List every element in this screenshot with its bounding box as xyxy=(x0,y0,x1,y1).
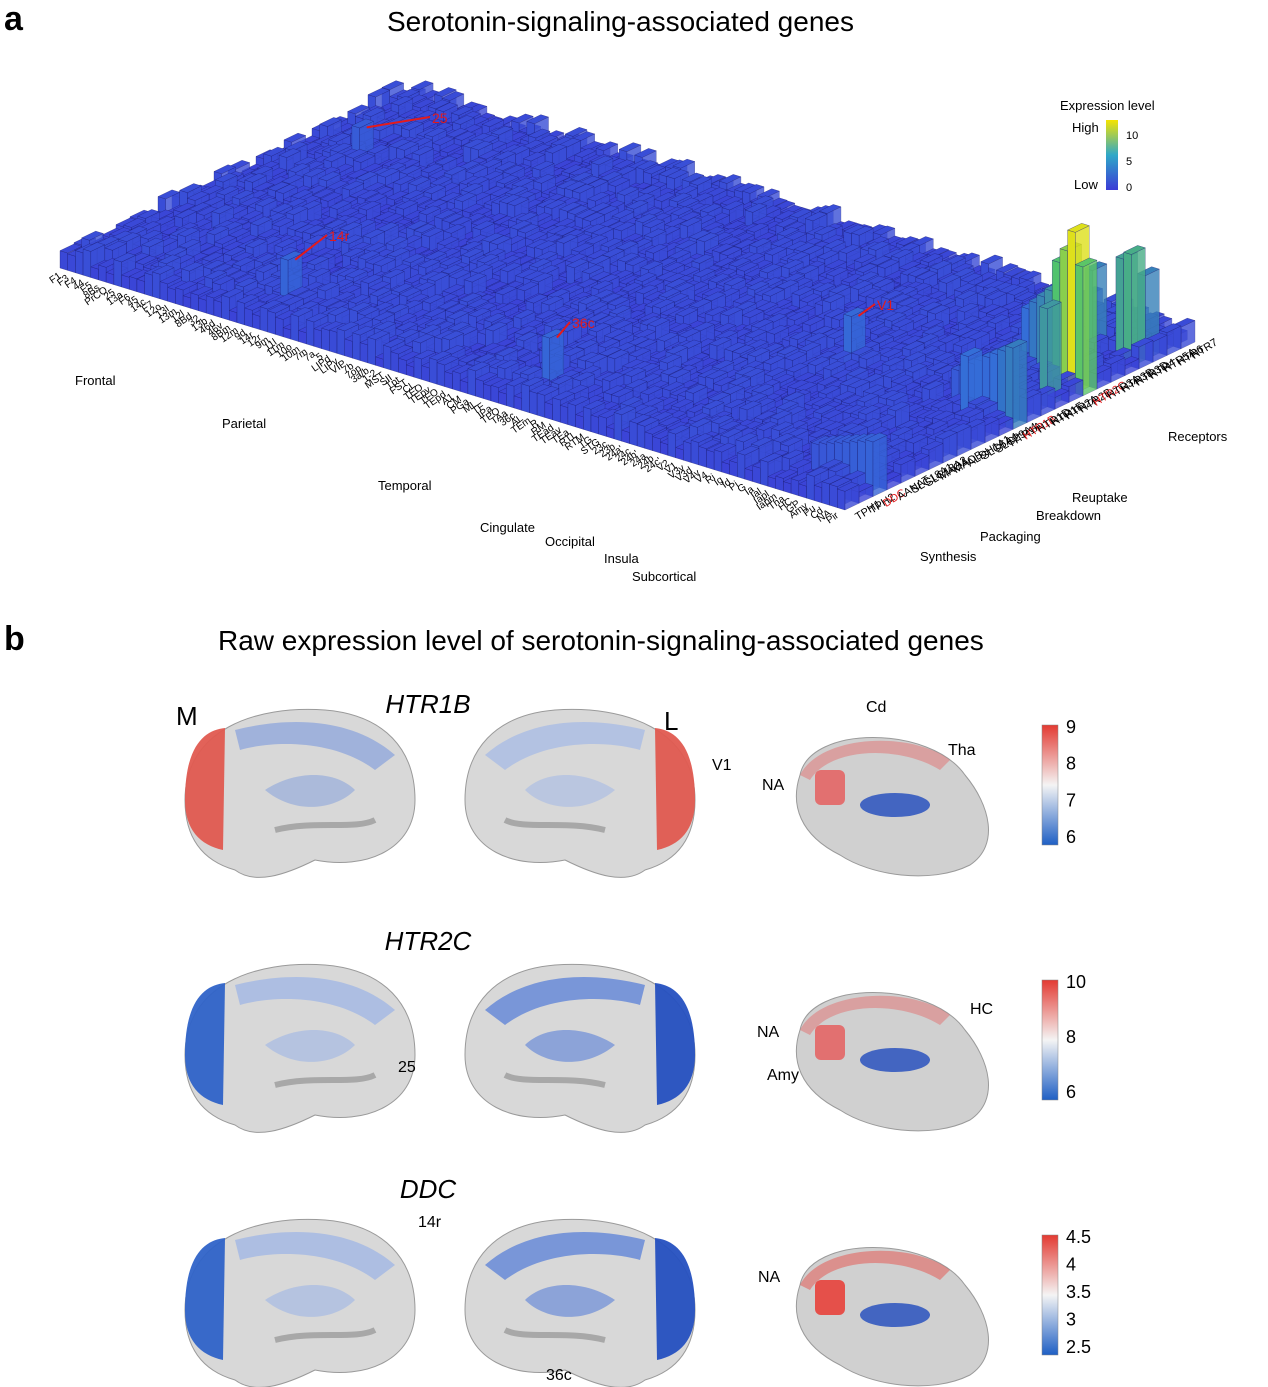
annotation-label: 14r xyxy=(329,228,350,244)
region-callout: 36c xyxy=(546,1367,572,1384)
colorbar-gradient xyxy=(1041,1234,1059,1356)
colorbar-low-label: Low xyxy=(1074,177,1098,192)
colorbar-tick: 3.5 xyxy=(1066,1282,1091,1302)
panel-b-title: Raw expression level of serotonin-signal… xyxy=(218,625,984,656)
colorbar-gradient xyxy=(1041,979,1059,1101)
region-group-label: Parietal xyxy=(222,416,266,431)
subcortical-view xyxy=(795,992,989,1132)
subcortical-view xyxy=(795,1247,989,1387)
gene-title-ddc: DDC xyxy=(400,1174,457,1204)
gene-title-htr2c: HTR2C xyxy=(385,926,472,956)
view-label-lateral: L xyxy=(664,706,678,736)
colorbar-tick: 6 xyxy=(1066,827,1076,847)
region-callout: V1 xyxy=(712,757,732,774)
panel-a-title: Serotonin-signaling-associated genes xyxy=(387,6,854,37)
region-callout: Tha xyxy=(948,742,976,759)
bar xyxy=(1004,338,1028,430)
gene-group-label: Packaging xyxy=(980,529,1041,544)
colorbar-tick: 4.5 xyxy=(1066,1227,1091,1247)
lateral-hemisphere xyxy=(464,963,696,1133)
region-group-label: Occipital xyxy=(545,534,595,549)
gene-group-label: Receptors xyxy=(1168,429,1228,444)
scale1: 10 8 6 xyxy=(1041,972,1086,1102)
annotation-label: 25 xyxy=(432,110,448,126)
colorbar-title: Expression level xyxy=(1060,98,1155,113)
bars-group xyxy=(59,80,1196,511)
colorbar-tick: 9 xyxy=(1066,717,1076,737)
gene-group-label: Synthesis xyxy=(920,549,977,564)
colorbar-tick: 6 xyxy=(1066,1082,1076,1102)
scale2: 4.5 4 3.5 3 2.5 xyxy=(1041,1227,1091,1357)
region-callout: Cd xyxy=(866,699,886,716)
lateral-hemisphere xyxy=(464,1218,696,1387)
colorbar-tick: 10 xyxy=(1126,130,1138,142)
colorbar-tick: 8 xyxy=(1066,754,1076,774)
colorbar-tick: 10 xyxy=(1066,972,1086,992)
brain-maps: HTR1B 9 8 7 6 V1 Cd Tha NA HTR2C 10 8 6 25 NA HC Amy DDC 4… xyxy=(176,689,1091,1387)
colorbar-tick: 2.5 xyxy=(1066,1337,1091,1357)
colorbar-tick: 4 xyxy=(1066,1255,1076,1275)
region-group-label: Temporal xyxy=(378,478,432,493)
expression-3d-bar-chart: 2514r36cV1F1F3F444F58BsPrCO2513aF64514cF… xyxy=(48,80,1228,584)
colorbar: Expression level High Low 10 5 0 xyxy=(1060,98,1155,194)
region-callout: Amy xyxy=(767,1067,799,1084)
region-callout: NA xyxy=(758,1269,781,1286)
colorbar-tick: 8 xyxy=(1066,1027,1076,1047)
colorbar-tick: 7 xyxy=(1066,790,1076,810)
medial-hemisphere xyxy=(184,708,416,878)
panel-b-letter: b xyxy=(4,620,25,658)
region-callout: 14r xyxy=(418,1214,442,1231)
region-callout: 25 xyxy=(398,1059,416,1076)
view-label-medial: M xyxy=(176,701,198,731)
gene-title-htr1b: HTR1B xyxy=(385,689,470,719)
annotation-label: 36c xyxy=(572,315,595,331)
region-group-label: Subcortical xyxy=(632,569,696,584)
colorbar-gradient xyxy=(1041,724,1059,846)
colorbar-gradient xyxy=(1106,120,1118,190)
bar xyxy=(1074,257,1098,396)
scale0: 9 8 7 6 xyxy=(1041,717,1076,847)
region-group-label: Cingulate xyxy=(480,520,535,535)
colorbar-tick: 5 xyxy=(1126,156,1132,168)
region-callout: HC xyxy=(970,1001,993,1018)
colorbar-tick: 3 xyxy=(1066,1310,1076,1330)
medial-hemisphere xyxy=(184,963,416,1133)
gene-group-label: Breakdown xyxy=(1036,508,1101,523)
region-group-label: Insula xyxy=(604,551,639,566)
lateral-hemisphere xyxy=(464,708,696,878)
colorbar-high-label: High xyxy=(1072,120,1099,135)
region-callout: NA xyxy=(762,777,785,794)
panel-a-letter: a xyxy=(4,0,23,38)
gene-group-label: Reuptake xyxy=(1072,490,1128,505)
colorbar-tick: 0 xyxy=(1126,182,1132,194)
region-callout: NA xyxy=(757,1024,780,1041)
region-group-label: Frontal xyxy=(75,373,116,388)
annotation-label: V1 xyxy=(877,297,894,313)
medial-hemisphere xyxy=(184,1218,416,1387)
